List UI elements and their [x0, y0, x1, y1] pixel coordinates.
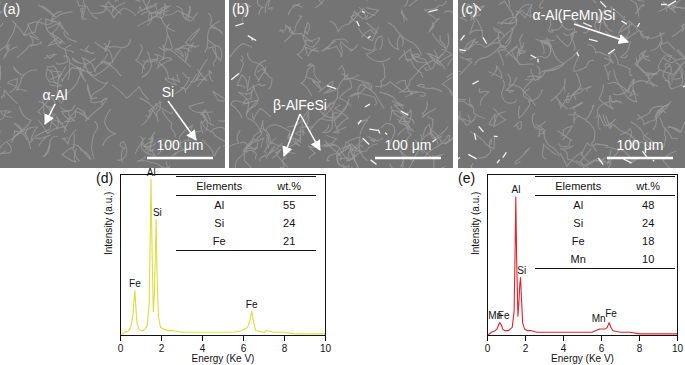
svg-text:Mn: Mn	[488, 309, 503, 321]
svg-text:Fe: Fe	[246, 299, 258, 310]
svg-text:8: 8	[282, 343, 288, 354]
html-text:wt.%: wt.%	[636, 180, 661, 192]
svg-text:Energy (Ke V): Energy (Ke V)	[551, 353, 614, 364]
html-text:21: 21	[283, 235, 296, 247]
svg-text:Si: Si	[153, 207, 162, 218]
svg-text:100 μm: 100 μm	[385, 137, 432, 153]
html-text:Elements: Elements	[196, 180, 243, 192]
svg-text:6: 6	[240, 342, 247, 354]
svg-text:(c): (c)	[461, 1, 477, 17]
html-text:24: 24	[642, 217, 655, 229]
svg-text:100 μm: 100 μm	[617, 137, 664, 153]
html-text:18: 18	[642, 235, 655, 247]
svg-text:Intensity (a.u.): Intensity (a.u.)	[103, 192, 114, 255]
svg-text:Mn: Mn	[592, 313, 606, 324]
svg-text:β-AlFeSi: β-AlFeSi	[273, 97, 327, 113]
svg-text:Fe: Fe	[129, 278, 141, 289]
svg-text:Si: Si	[162, 84, 174, 100]
html-text:24: 24	[283, 217, 296, 229]
svg-text:Intensity (a.u.): Intensity (a.u.)	[470, 192, 481, 255]
svg-text:Al: Al	[147, 167, 156, 178]
svg-text:10: 10	[672, 343, 684, 354]
svg-text:Fe: Fe	[605, 308, 617, 319]
html-text:Fe: Fe	[571, 235, 585, 247]
html-text:Al: Al	[214, 199, 225, 211]
svg-text:α-Al: α-Al	[42, 87, 67, 103]
svg-text:(b): (b)	[232, 1, 249, 17]
svg-text:10: 10	[320, 343, 332, 354]
svg-text:2: 2	[159, 343, 165, 354]
svg-text:0: 0	[118, 343, 124, 354]
svg-text:α-Al(FeMn)Si: α-Al(FeMn)Si	[533, 7, 616, 23]
html-text:Si: Si	[573, 217, 584, 229]
html-text:(e): (e)	[458, 170, 476, 186]
svg-text:6: 6	[598, 342, 605, 354]
html-text:Mn: Mn	[570, 253, 586, 265]
svg-text:0: 0	[485, 343, 491, 354]
html-text:(d): (d)	[96, 170, 114, 186]
svg-text:(a): (a)	[3, 1, 20, 17]
svg-text:100 μm: 100 μm	[157, 137, 204, 153]
html-text:wt.%: wt.%	[277, 180, 302, 192]
html-text:Al: Al	[573, 199, 584, 211]
svg-text:8: 8	[637, 343, 643, 354]
svg-text:Al: Al	[512, 184, 521, 195]
html-text:55: 55	[283, 199, 296, 211]
html-text:48: 48	[642, 199, 655, 211]
svg-text:2: 2	[523, 343, 529, 354]
html-text:10: 10	[642, 253, 655, 265]
svg-text:4: 4	[560, 342, 567, 354]
html-text:Elements: Elements	[555, 180, 602, 192]
svg-text:4: 4	[199, 342, 206, 354]
svg-text:Fe: Fe	[498, 310, 510, 321]
html-text:Si: Si	[214, 217, 225, 229]
svg-text:Energy (Ke V): Energy (Ke V)	[192, 353, 255, 364]
html-text:Fe: Fe	[212, 235, 226, 247]
svg-text:Si: Si	[517, 265, 526, 276]
